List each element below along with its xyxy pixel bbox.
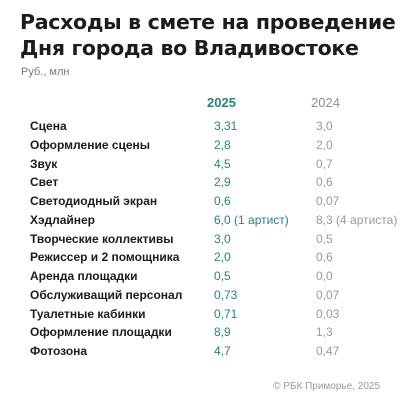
row-label: Сцена [30,119,67,133]
value-2025: 2,9 [214,175,231,190]
table-row: Оформление сцены 2,8 2,0 [0,136,400,155]
source-credit: © РБК Приморье, 2025 [273,381,380,392]
value-2025: 2,0 [214,250,231,265]
table-row: Режиссер и 2 помощника 2,0 0,6 [0,248,400,267]
table-row: Творческие коллективы 3,0 0,5 [0,230,400,249]
value-2025: 0,71 [214,306,238,321]
value-2025: 0,6 [214,194,231,208]
value-2025: 3,0 [214,231,231,246]
table-row: Туалетные кабинки 0,71 0,03 [0,305,400,324]
table-row: Обслуживащий персонал 0,73 0,07 [0,286,400,305]
row-label: Аренда площадки [30,269,138,283]
row-label: Режиссер и 2 помощника [30,250,180,265]
table-row: Сцена 3,31 3,0 [0,117,400,136]
value-2024: 0,07 [316,287,340,302]
value-2025: 6,0 (1 артист) [214,212,289,227]
title-line-2: Дня города во Владивостоке [20,36,359,60]
row-label: Светодиодный экран [30,194,158,208]
table-row: Оформление площадки 8,9 1,3 [0,323,400,342]
value-2024: 0,07 [316,194,340,208]
row-label: Хэдлайнер [30,212,96,227]
value-2024: 0,6 [316,175,333,190]
value-2024: 0,47 [316,344,340,358]
value-2024: 0,6 [316,250,333,265]
value-2025: 2,8 [214,137,231,152]
row-label: Туалетные кабинки [30,306,146,321]
value-2025: 0,5 [214,269,231,283]
table-row: Свет 2,9 0,6 [0,173,400,192]
title-line-1: Расходы в смете на проведение [20,10,396,34]
value-2025: 4,7 [214,344,231,358]
value-2024: 3,0 [316,119,333,133]
value-2025: 4,5 [214,156,231,171]
row-label: Звук [30,156,58,171]
value-2025: 8,9 [214,325,231,340]
table-row: Аренда площадки 0,5 0,0 [0,267,400,286]
value-2025: 0,73 [214,287,238,302]
column-header-2025: 2025 [207,95,236,110]
table-row: Звук 4,5 0,7 [0,155,400,174]
table-row: Хэдлайнер 6,0 (1 артист) 8,3 (4 артиста) [0,211,400,230]
unit-label: Руб., млн [21,66,70,78]
row-label: Оформление площадки [30,325,172,340]
value-2024: 0,5 [316,231,333,246]
row-label: Оформление сцены [30,137,151,152]
row-label: Фотозона [30,344,88,358]
page-title: Расходы в смете на проведение Дня города… [20,9,396,61]
expense-table: Сцена 3,31 3,0 Оформление сцены 2,8 2,0 Звук 4,… [0,117,400,361]
column-header-2024: 2024 [311,95,340,110]
value-2025: 3,31 [214,119,238,133]
value-2024: 0,03 [316,306,340,321]
value-2024: 0,7 [316,156,333,171]
value-2024: 0,0 [316,269,333,283]
row-label: Творческие коллективы [30,231,174,246]
value-2024: 2,0 [316,137,333,152]
value-2024: 8,3 (4 артиста) [316,212,398,227]
table-row: Светодиодный экран 0,6 0,07 [0,192,400,211]
row-label: Обслуживащий персонал [30,287,183,302]
table-row: Фотозона 4,7 0,47 [0,342,400,361]
value-2024: 1,3 [316,325,333,340]
row-label: Свет [30,175,59,190]
